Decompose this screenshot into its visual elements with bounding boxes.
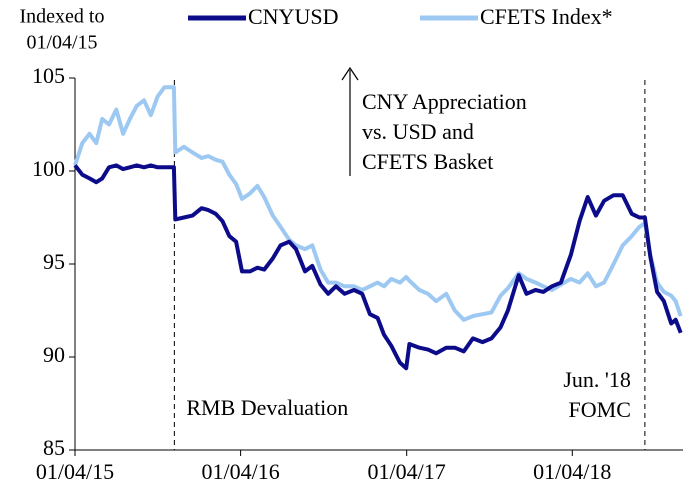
y-tick-label: 100 [32, 156, 65, 181]
event-label: Jun. '18 [563, 367, 631, 392]
y-axis-label: 01/04/15 [26, 32, 97, 54]
x-tick-label: 01/04/15 [36, 459, 114, 484]
arrow-note: CNY Appreciation [362, 89, 527, 114]
y-tick-label: 90 [43, 342, 65, 367]
y-tick-label: 95 [43, 249, 65, 274]
event-label: RMB Devaluation [186, 395, 348, 420]
arrow-note: CFETS Basket [362, 149, 493, 174]
legend-label: CNYUSD [248, 4, 338, 29]
series-line [73, 85, 683, 322]
x-tick-label: 01/04/16 [201, 459, 279, 484]
y-axis-label: Indexed to [20, 6, 105, 28]
arrow-note: vs. USD and [362, 119, 474, 144]
y-tick-label: 105 [32, 63, 65, 88]
x-tick-label: 01/04/18 [533, 459, 611, 484]
event-label: FOMC [569, 397, 631, 422]
arrow-head [341, 66, 359, 81]
legend-label: CFETS Index* [480, 4, 613, 29]
series-line [73, 163, 683, 371]
y-tick-label: 85 [43, 435, 65, 460]
x-tick-label: 01/04/17 [368, 459, 446, 484]
